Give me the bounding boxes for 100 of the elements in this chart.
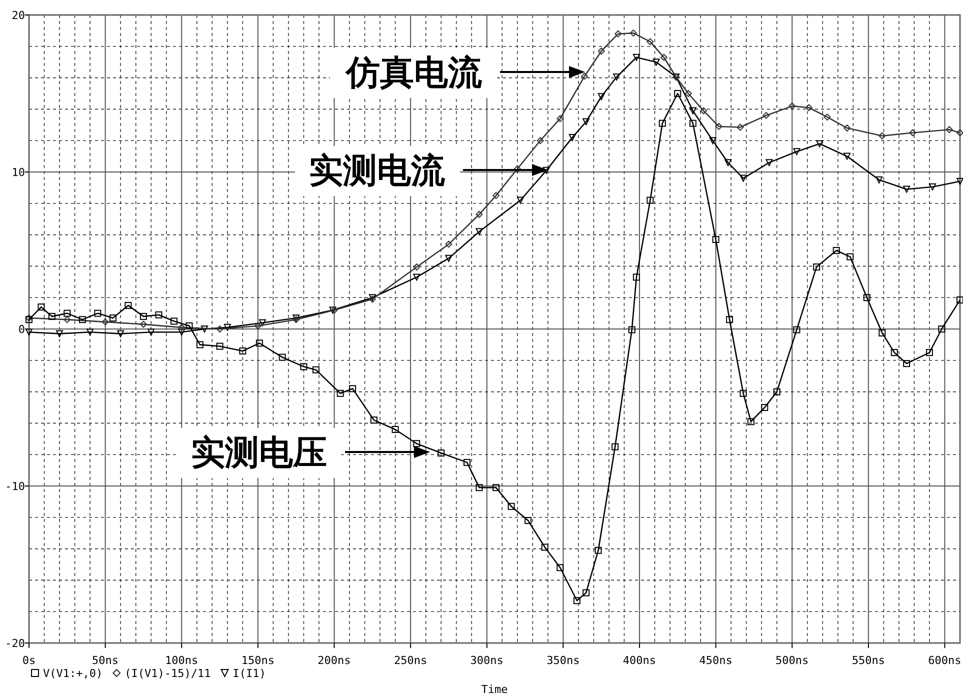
point <box>102 318 109 326</box>
point <box>259 319 266 326</box>
point <box>762 112 770 119</box>
x-tick-label: 400ns <box>622 654 656 667</box>
point <box>392 426 399 433</box>
point <box>844 152 851 160</box>
point <box>632 274 640 281</box>
point <box>492 192 500 200</box>
point <box>56 330 64 338</box>
point <box>736 124 744 131</box>
x-tick-label: 0s <box>22 654 36 667</box>
point <box>613 74 620 81</box>
point <box>413 440 420 448</box>
point <box>216 326 224 332</box>
point <box>658 120 666 127</box>
point <box>140 312 147 320</box>
point <box>349 385 356 392</box>
point <box>516 196 524 204</box>
point <box>598 93 605 100</box>
point <box>413 274 420 281</box>
point <box>582 589 590 596</box>
point <box>78 316 86 324</box>
point <box>709 137 716 144</box>
x-tick-label: 450ns <box>699 654 732 667</box>
point <box>224 324 231 331</box>
point <box>805 104 812 112</box>
point <box>556 115 564 122</box>
point <box>148 328 155 336</box>
point <box>476 228 483 236</box>
point <box>300 363 308 370</box>
point <box>178 324 186 331</box>
point <box>929 183 936 190</box>
y-tick-label: 0 <box>18 323 25 336</box>
x-tick-label: 100ns <box>165 654 198 667</box>
point <box>844 124 851 132</box>
point <box>956 129 963 136</box>
y-tick-label: -10 <box>5 480 25 493</box>
point <box>747 418 754 426</box>
point <box>660 54 668 61</box>
x-tick-label: 200ns <box>318 654 351 667</box>
point <box>413 263 420 270</box>
point <box>438 450 445 457</box>
point <box>903 186 910 193</box>
annotation: 实测电压 <box>191 434 327 472</box>
point <box>926 349 933 356</box>
point <box>476 484 483 492</box>
point <box>64 316 71 324</box>
point <box>909 129 916 136</box>
point <box>370 416 378 424</box>
point <box>312 366 320 374</box>
annotation: 实测电流 <box>295 146 548 196</box>
point <box>614 30 622 38</box>
point <box>630 30 637 37</box>
point <box>793 148 800 156</box>
point <box>846 253 854 260</box>
point <box>256 340 263 347</box>
point <box>86 328 94 336</box>
point <box>568 134 576 141</box>
point <box>216 342 224 350</box>
point <box>938 326 946 332</box>
point <box>674 90 682 97</box>
point <box>170 318 178 325</box>
point <box>117 330 124 338</box>
point <box>946 126 953 134</box>
point <box>445 240 452 248</box>
point <box>878 329 886 336</box>
y-tick-label: -20 <box>5 637 25 650</box>
point <box>726 316 734 324</box>
point <box>878 132 886 140</box>
point <box>26 328 32 336</box>
annotation: 实测电流 <box>309 152 446 190</box>
legend-label: (I(V1)-15)/11 <box>124 667 211 680</box>
point <box>594 546 602 554</box>
point <box>155 311 162 318</box>
y-tick-label: 20 <box>12 9 25 22</box>
point <box>536 137 544 144</box>
y-tick-label: 10 <box>12 166 25 179</box>
point <box>178 328 186 336</box>
point <box>890 349 898 356</box>
x-axis-title: Time <box>481 683 508 696</box>
point <box>48 312 56 320</box>
point <box>816 140 824 148</box>
point <box>715 122 722 130</box>
point <box>239 347 246 354</box>
point <box>863 294 870 302</box>
annotation: 仿真电流 <box>344 54 483 92</box>
point <box>598 48 605 55</box>
point <box>524 517 532 524</box>
point <box>766 159 773 166</box>
point <box>336 390 344 397</box>
x-tick-label: 250ns <box>394 654 428 667</box>
x-tick-label: 600ns <box>928 654 962 667</box>
point <box>612 443 619 450</box>
point <box>582 118 590 126</box>
legend-label: I(I1) <box>232 667 266 680</box>
point <box>724 159 732 166</box>
point <box>445 254 452 262</box>
point <box>541 544 548 551</box>
point <box>788 102 796 110</box>
point <box>956 178 963 185</box>
